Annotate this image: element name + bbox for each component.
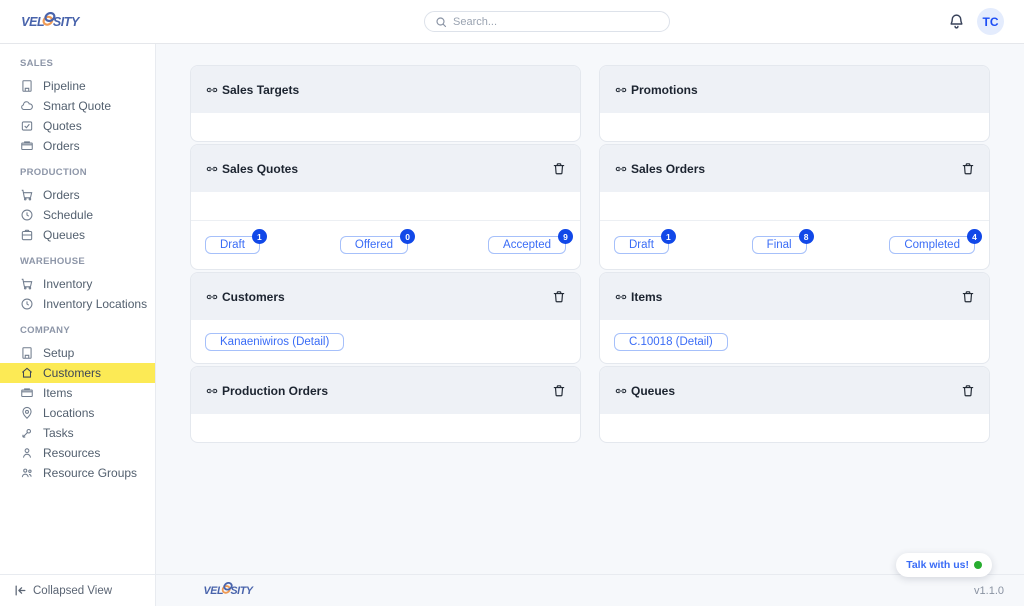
svg-text:VEL: VEL (204, 585, 224, 597)
svg-text:SITY: SITY (53, 15, 81, 29)
svg-text:SITY: SITY (230, 585, 253, 597)
svg-text:VEL: VEL (21, 15, 44, 29)
